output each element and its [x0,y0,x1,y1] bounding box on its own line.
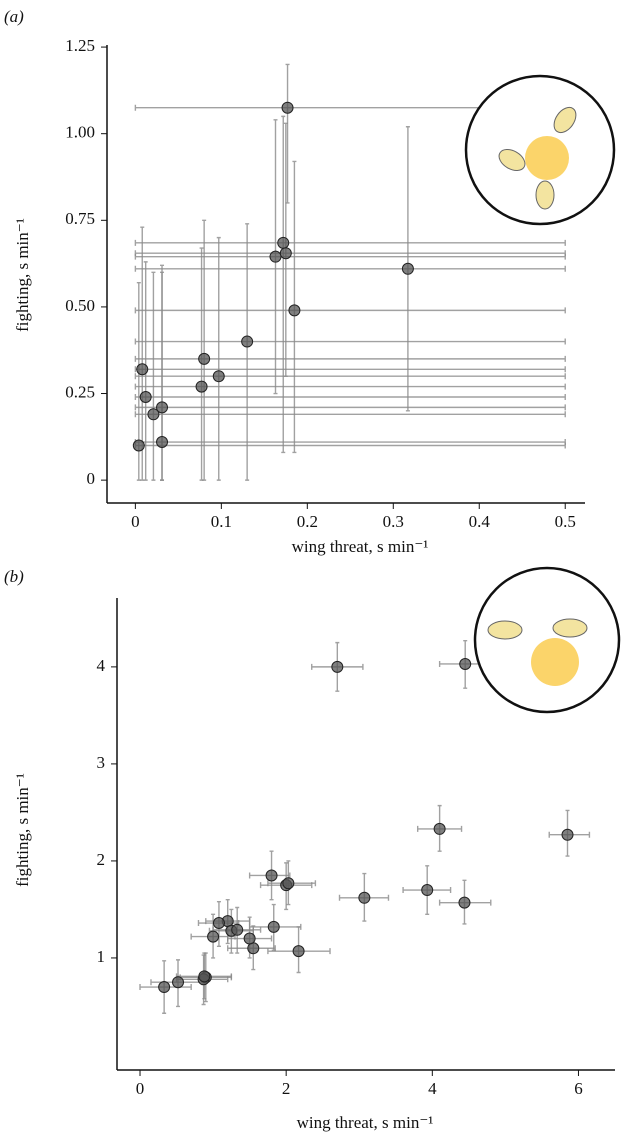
x-error-bar [134,439,566,446]
point [207,930,220,943]
point [277,236,290,249]
x-tick-label: 4 [428,1079,437,1098]
y-tick-label: 4 [97,656,106,675]
x-error-bar [134,104,532,111]
point [198,352,211,365]
panel-label: (a) [4,7,24,26]
point [458,896,471,909]
point [243,932,256,945]
x-tick-label: 0.3 [383,512,404,531]
point [421,884,434,897]
x-error-bar [134,404,566,411]
y-tick-label: 0.25 [65,382,95,401]
x-tick-label: 0.5 [555,512,576,531]
x-tick-label: 2 [282,1079,291,1098]
x-axis-label: wing threat, s min⁻¹ [292,537,429,556]
point [331,660,344,673]
point [231,923,244,936]
y-tick-label: 0.75 [65,209,95,228]
x-error-bar [134,239,566,246]
point [136,363,149,376]
y-axis-label: fighting, s min⁻¹ [13,773,32,887]
x-error-bar [134,373,566,380]
x-tick-label: 0.2 [297,512,318,531]
y-tick-label: 1.00 [65,123,95,142]
point [282,877,295,890]
x-error-bar [134,250,566,257]
x-tick-label: 0 [131,512,140,531]
point [288,304,301,317]
point [172,976,185,989]
x-error-bar [134,307,566,314]
point [459,657,472,670]
x-error-bar [134,338,566,345]
point [156,401,169,414]
x-tick-label: 0.4 [469,512,491,531]
x-error-bar [134,411,566,418]
point [561,828,574,841]
point [156,436,169,449]
point [132,439,145,452]
y-tick-label: 0 [87,469,96,488]
inset-a [464,74,616,226]
y-error-bar [285,63,290,204]
inset-b [473,566,621,714]
point [147,408,160,421]
point [212,370,225,383]
x-tick-label: 0 [136,1079,145,1098]
point [433,822,446,835]
point [292,945,305,958]
x-tick-label: 0.1 [211,512,232,531]
x-tick-label: 6 [574,1079,583,1098]
point [267,920,280,933]
point [401,262,414,275]
point [241,335,254,348]
point [279,247,292,260]
point [265,869,278,882]
x-error-bar [134,393,566,400]
x-error-bar [134,366,566,373]
y-tick-label: 1.25 [65,36,95,55]
y-tick-label: 0.50 [65,296,95,315]
y-error-bar [281,115,286,454]
y-error-bar [245,223,250,481]
y-error-bar [202,219,207,481]
point [358,891,371,904]
point [212,917,225,930]
y-tick-label: 2 [97,850,106,869]
panel-label: (b) [4,567,24,586]
point [139,390,152,403]
point [195,380,208,393]
x-error-bar [134,442,566,449]
y-tick-label: 1 [97,947,106,966]
point [281,101,294,114]
x-axis-label: wing threat, s min⁻¹ [297,1113,434,1132]
x-error-bar [134,253,566,260]
x-error-bar [134,265,566,272]
point [198,970,211,983]
point [158,981,171,994]
y-axis-label: fighting, s min⁻¹ [13,218,32,332]
point [269,250,282,263]
y-error-bar [216,236,221,481]
y-tick-label: 3 [97,753,106,772]
